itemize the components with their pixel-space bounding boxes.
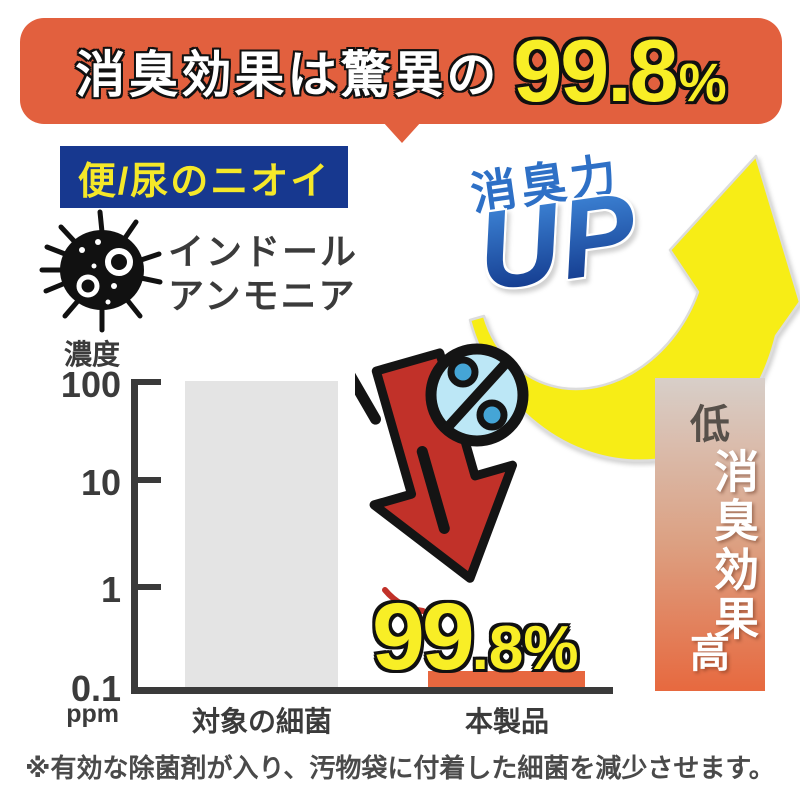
up-text-wrap: UP: [470, 169, 645, 315]
reduction-percent-small: .8%: [471, 614, 579, 683]
substance-line2: アンモニア: [168, 275, 357, 316]
substance-line1: インドール: [168, 231, 359, 272]
y-axis-unit: ppm: [66, 700, 119, 728]
y-axis-title: 濃度: [64, 339, 121, 370]
x-label-target-bacteria: 対象の細菌: [191, 706, 332, 737]
y-axis-line: [131, 379, 138, 693]
odor-type-text: 便/尿のニオイ: [77, 160, 331, 203]
bar-target-bacteria: [185, 381, 338, 689]
footnote-text: ※有効な除菌剤が入り、汚物袋に付着した細菌を減少させます。: [25, 753, 775, 783]
reduction-percent: 99 .8%: [372, 583, 579, 692]
y-tick-label-0-1: 0.1: [70, 668, 121, 709]
effect-scale-bar: 低 消臭効果 高: [655, 378, 765, 691]
decrease-arrow-icon: [355, 343, 529, 614]
headline-text: 消臭効果は驚異の: [75, 47, 500, 103]
y-tick-mark-100: [137, 379, 161, 385]
bacteria-icon: [39, 209, 163, 333]
up-text: UP: [470, 168, 646, 315]
scale-high-label: 高: [690, 632, 730, 676]
y-tick-label-100: 100: [60, 364, 121, 405]
headline-percent: 99.8 %: [513, 20, 726, 122]
headline-percent-sign: %: [678, 53, 727, 113]
bar-this-product: [428, 671, 585, 689]
y-tick-label-10: 10: [80, 462, 121, 503]
y-tick-label-1: 1: [100, 569, 121, 610]
x-axis-line: [131, 687, 613, 694]
y-tick-mark-1: [137, 584, 161, 590]
odor-substances: インドール アンモニア: [168, 230, 358, 318]
percent-badge-icon: [425, 343, 529, 447]
banner-tail: [383, 122, 421, 143]
scale-low-label: 低: [690, 403, 730, 447]
scale-title: 消臭効果: [707, 448, 758, 644]
headline-banner: 消臭効果は驚異の 99.8 %: [20, 18, 782, 124]
x-label-this-product: 本製品: [464, 706, 549, 737]
y-tick-mark-10: [137, 477, 161, 483]
odor-type-label: 便/尿のニオイ: [60, 146, 348, 208]
reduction-percent-big: 99: [372, 584, 475, 690]
headline-percent-number: 99.8: [513, 21, 678, 120]
